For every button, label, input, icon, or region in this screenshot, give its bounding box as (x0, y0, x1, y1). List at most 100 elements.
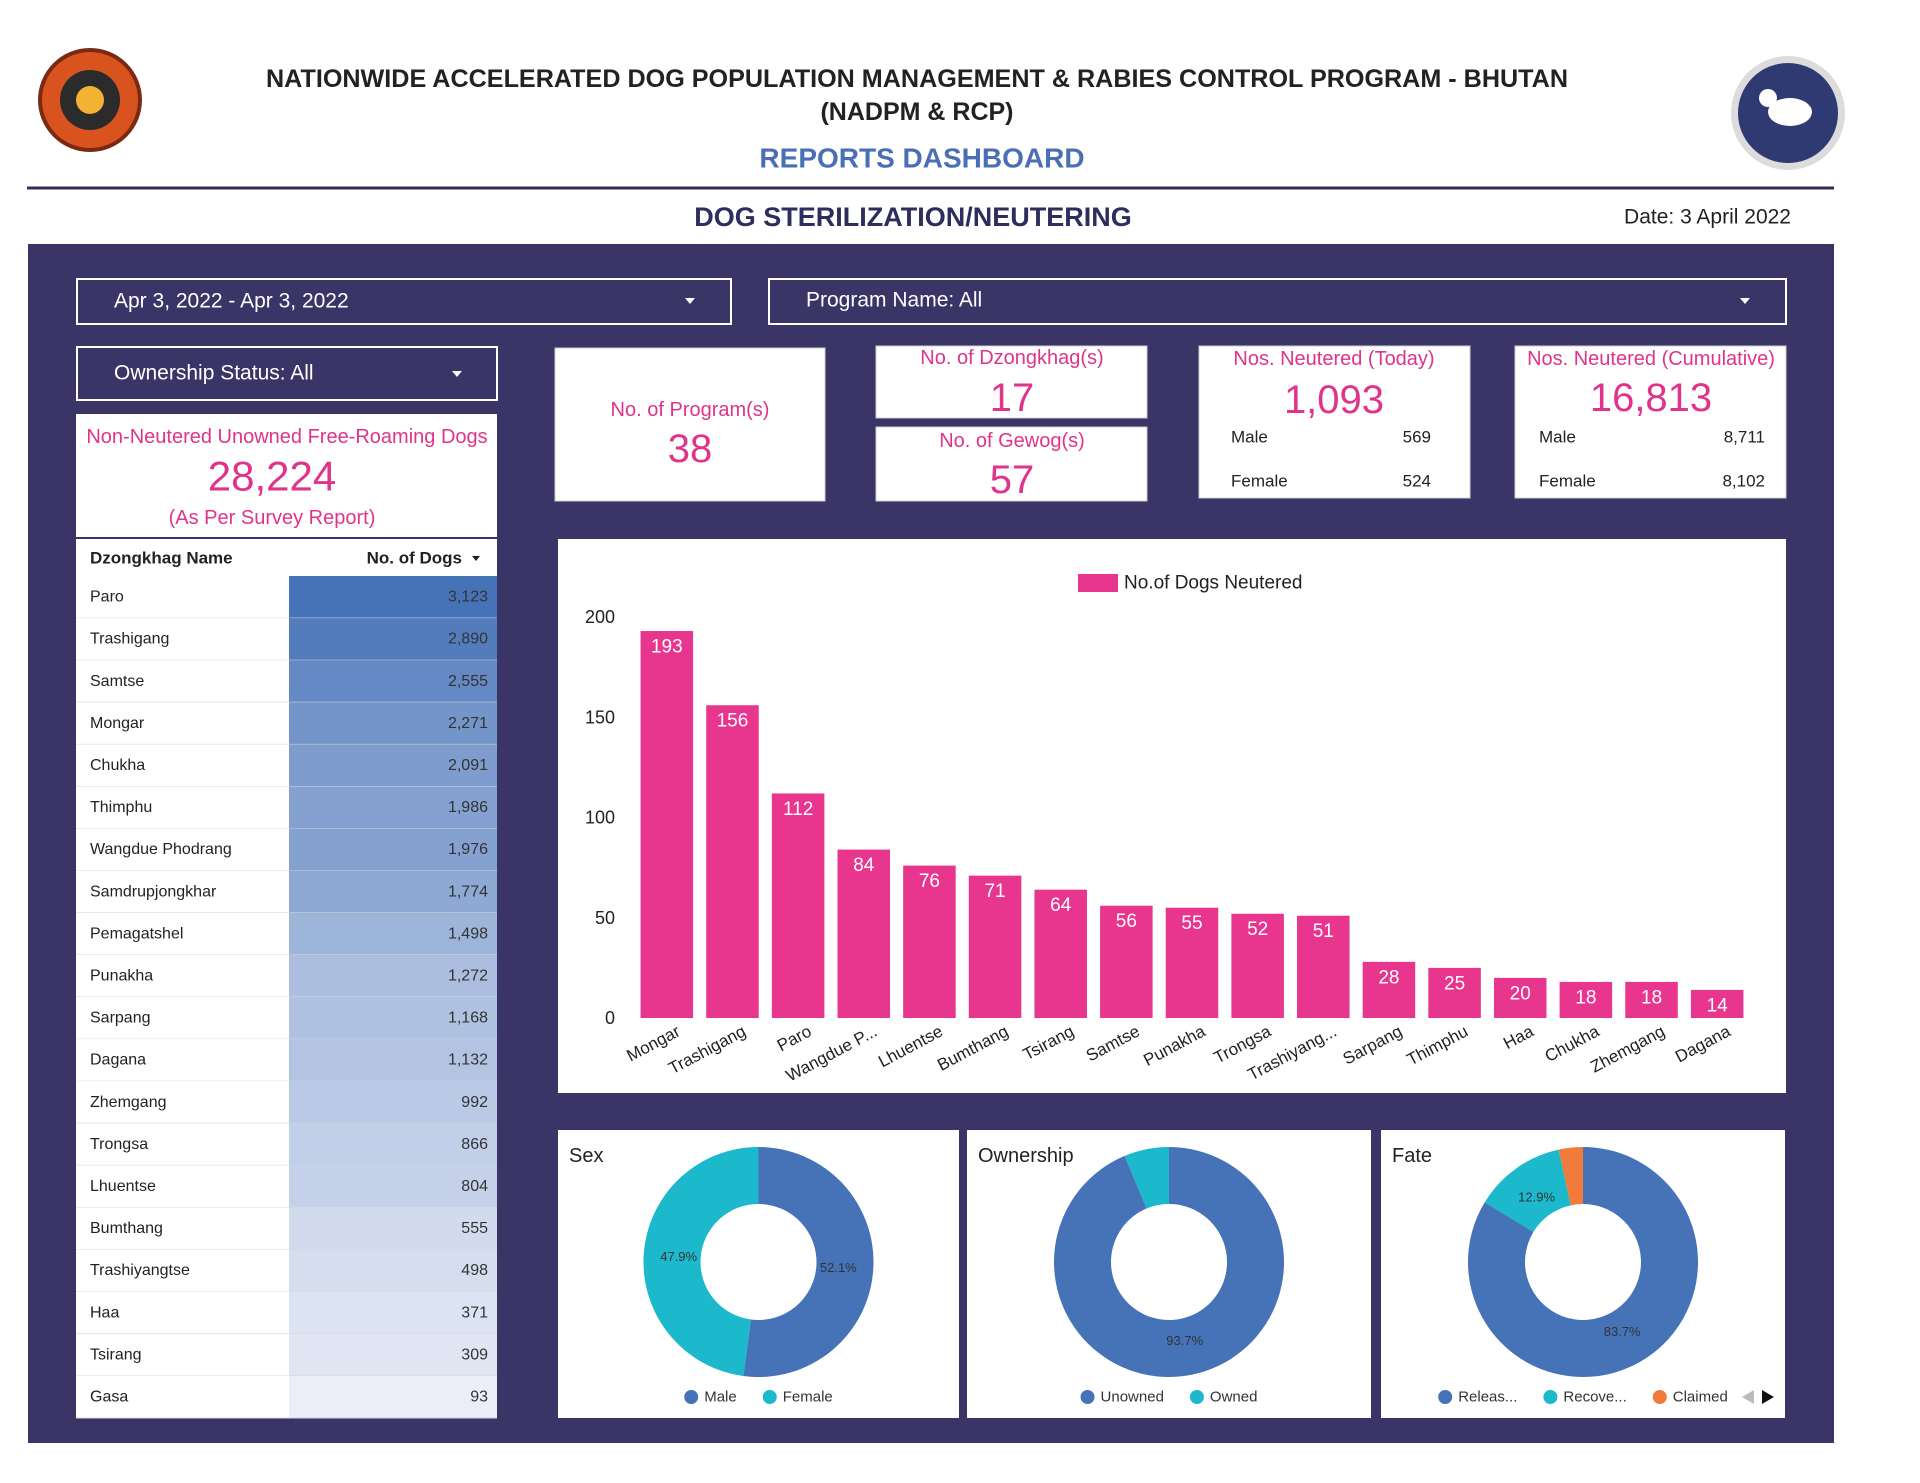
dzongkhag-name: Dagana (90, 1052, 146, 1069)
bar (1034, 889, 1087, 1018)
kpi-label: No. of Dzongkhag(s) (920, 347, 1103, 369)
legend-prev[interactable] (1742, 1390, 1754, 1404)
dropdown-arrow[interactable] (452, 371, 462, 377)
heat-cell (289, 1249, 497, 1292)
column-header[interactable]: No. of Dogs (367, 549, 462, 568)
dog-count: 93 (470, 1388, 488, 1405)
heat-cell (289, 1375, 497, 1418)
donut-slice (1468, 1147, 1698, 1377)
dropdown-arrow[interactable] (1740, 298, 1750, 304)
heat-cell (289, 786, 497, 829)
filter-box[interactable] (76, 346, 498, 401)
dog-count: 1,986 (448, 799, 488, 816)
bar-value-label: 76 (919, 871, 940, 892)
legend-label: Unowned (1101, 1389, 1164, 1406)
bar (1362, 961, 1416, 1018)
dog-count: 2,890 (448, 631, 488, 648)
bar-value-label: 51 (1313, 921, 1334, 942)
survey-value: 28,224 (208, 453, 336, 500)
table-name-cell (76, 828, 289, 871)
survey-note: (As Per Survey Report) (169, 507, 376, 529)
legend-label: Male (704, 1389, 737, 1406)
bar-value-label: 18 (1575, 987, 1596, 1008)
table-name-cell (76, 618, 289, 661)
heat-cell (289, 997, 497, 1040)
table-name-cell (76, 997, 289, 1040)
dog-count: 1,132 (448, 1052, 488, 1069)
filter-box[interactable] (76, 278, 732, 325)
kpi-sub-label: Male (1231, 428, 1268, 447)
program-filter[interactable]: Program Name: All (768, 278, 1787, 325)
slice-label: 52.1% (820, 1260, 857, 1275)
y-tick-label: 0 (605, 1008, 615, 1028)
bar (1625, 981, 1678, 1018)
dzongkhag-name: Tsirang (90, 1346, 142, 1363)
kpi-sub-value: 8,102 (1722, 472, 1765, 491)
slice-label: 47.9% (660, 1249, 697, 1264)
dzongkhag-name: Zhemgang (90, 1094, 167, 1111)
kpi-value: 57 (990, 458, 1035, 502)
kpi-sub-value: 524 (1403, 472, 1431, 491)
dzongkhag-name: Sarpang (90, 1010, 151, 1027)
bar (706, 705, 759, 1018)
dzongkhag-name: Bumthang (90, 1220, 163, 1237)
bar-chart: 0 50 100 150 200 No.of Dogs Neutered 193 156 112… (585, 573, 1744, 1085)
filter-text[interactable]: Program Name: All (806, 289, 982, 312)
dzongkhag-name: Pemagatshel (90, 925, 183, 942)
dzongkhag-name: Punakha (90, 967, 153, 984)
table-name-cell (76, 1333, 289, 1376)
table-name-cell (76, 1207, 289, 1250)
kpi-sub-label: Male (1539, 428, 1576, 447)
heat-cell (289, 1081, 497, 1124)
filter-text[interactable]: Apr 3, 2022 - Apr 3, 2022 (114, 290, 349, 313)
legend-dot (1080, 1390, 1095, 1404)
heat-cell (289, 828, 497, 871)
bar (1297, 915, 1350, 1018)
ownership-filter[interactable]: Ownership Status: All (76, 346, 498, 401)
filter-box[interactable] (768, 278, 1787, 325)
kpi-sub-value: 569 (1403, 428, 1431, 447)
sort-arrow[interactable] (472, 556, 480, 561)
donut-title: Fate (1392, 1145, 1432, 1167)
bar (1165, 907, 1219, 1018)
heat-cell (289, 618, 497, 661)
dzongkhag-name: Trashiyangtse (90, 1262, 190, 1279)
heat-cell (289, 870, 497, 913)
heat-cell (289, 1207, 497, 1250)
legend-swatch (1078, 574, 1118, 592)
legend-dot (1438, 1390, 1453, 1404)
legend-dot (1189, 1390, 1204, 1404)
slice-label: 93.7% (1166, 1333, 1203, 1348)
program-logo (1731, 56, 1845, 170)
filter-text[interactable]: Ownership Status: All (114, 362, 314, 385)
legend-label: Claimed (1673, 1389, 1728, 1406)
y-tick-label: 150 (585, 707, 615, 727)
bar-value-label: 156 (717, 711, 749, 732)
dog-count: 2,091 (448, 757, 488, 774)
donut-slice (743, 1147, 874, 1377)
table-name-cell (76, 1039, 289, 1082)
dzongkhag-name: Wangdue Phodrang (90, 841, 232, 858)
dzongkhag-name: Mongar (90, 715, 145, 732)
table-name-cell (76, 1375, 289, 1418)
table-name-cell (76, 1165, 289, 1208)
table-name-cell (76, 912, 289, 955)
dog-count: 1,498 (448, 925, 488, 942)
survey-label: Non-Neutered Unowned Free-Roaming Dogs (86, 426, 487, 448)
bar (1493, 977, 1547, 1018)
donut-slice (1484, 1149, 1571, 1232)
survey-card (76, 414, 497, 537)
bar-value-label: 18 (1641, 987, 1662, 1008)
legend-next[interactable] (1762, 1390, 1774, 1404)
date-filter[interactable]: Apr 3, 2022 - Apr 3, 2022 (76, 278, 732, 325)
emblem-logo (38, 48, 142, 152)
dropdown-arrow[interactable] (685, 298, 695, 304)
kpi-value: 17 (990, 376, 1035, 420)
table-header (76, 539, 497, 576)
kpi-card (554, 347, 826, 502)
kpi-value: 38 (668, 427, 713, 471)
bar-value-label: 56 (1116, 911, 1137, 932)
heat-cell (289, 1039, 497, 1082)
bar (771, 793, 825, 1018)
table-name-cell (76, 786, 289, 829)
